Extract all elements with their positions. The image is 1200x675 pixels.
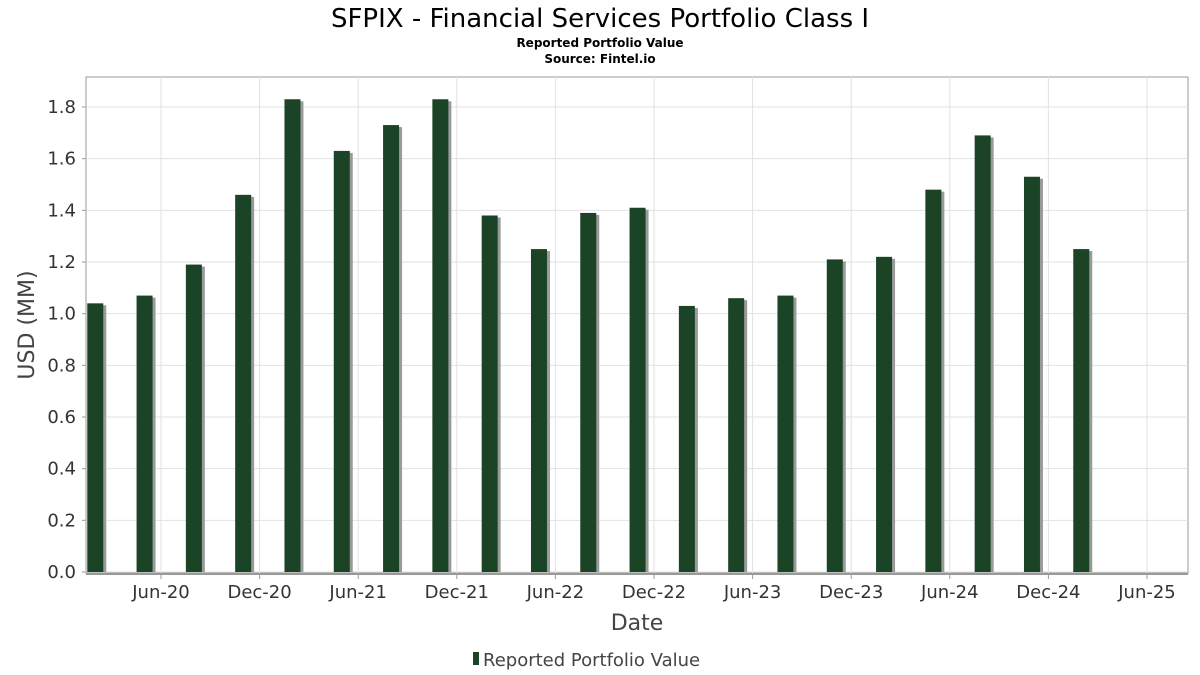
y-tick-label: 1.6	[47, 149, 76, 170]
y-tick-label: 0.2	[47, 510, 76, 531]
x-tick-label: Jun-22	[526, 582, 585, 603]
bar	[826, 259, 843, 572]
x-tick-label: Dec-21	[425, 582, 489, 603]
bar	[185, 264, 202, 572]
bar	[87, 303, 104, 572]
bar	[925, 189, 942, 572]
bar	[974, 135, 991, 572]
bars	[87, 99, 1093, 573]
x-tick-label: Dec-24	[1016, 582, 1080, 603]
bar	[678, 305, 695, 572]
x-tick-label: Jun-21	[328, 582, 387, 603]
y-tick-label: 1.2	[47, 252, 76, 273]
bar	[876, 256, 893, 572]
x-tick-label: Jun-25	[1117, 582, 1176, 603]
x-tick-label: Jun-23	[723, 582, 782, 603]
x-tick-label: Jun-24	[920, 582, 979, 603]
y-tick-label: 1.0	[47, 304, 76, 325]
bar	[136, 295, 153, 572]
chart-title: SFPIX - Financial Services Portfolio Cla…	[331, 4, 869, 34]
bar	[629, 207, 646, 572]
bar	[383, 125, 400, 572]
bar	[728, 298, 745, 572]
bar	[235, 194, 252, 573]
bar	[333, 150, 350, 572]
y-tick-label: 0.4	[47, 459, 76, 480]
bar	[1023, 176, 1040, 572]
bar	[432, 99, 449, 572]
x-axis: Jun-20 Dec-20 Jun-21 Dec-21 Jun-22 Dec-22 Jun-…	[131, 574, 1176, 603]
y-tick-label: 1.8	[47, 97, 76, 118]
y-tick-label: 1.4	[47, 200, 76, 221]
bar	[530, 249, 547, 573]
legend-label: Reported Portfolio Value	[483, 650, 700, 671]
y-tick-label: 0.8	[47, 355, 76, 376]
y-tick-label: 0.0	[47, 562, 76, 583]
y-axis: 0.0 0.2 0.4 0.6 0.8 1.0 1.2 1.4 1.6 1.8	[47, 97, 86, 583]
x-tick-label: Dec-23	[819, 582, 883, 603]
bar	[481, 215, 498, 572]
y-tick-label: 0.6	[47, 407, 76, 428]
chart-subtitle: Reported Portfolio Value	[516, 36, 683, 50]
x-tick-label: Dec-20	[227, 582, 291, 603]
grid	[86, 77, 1188, 574]
y-axis-label: USD (MM)	[15, 270, 40, 379]
legend: Reported Portfolio Value	[473, 650, 700, 671]
x-tick-label: Jun-20	[131, 582, 190, 603]
legend-swatch	[473, 652, 479, 665]
x-tick-label: Dec-22	[622, 582, 686, 603]
bar	[1073, 249, 1090, 573]
x-axis-label: Date	[611, 611, 664, 636]
bar	[777, 295, 794, 572]
bar	[580, 212, 597, 572]
chart-source: Source: Fintel.io	[544, 52, 655, 66]
bar	[284, 99, 301, 572]
